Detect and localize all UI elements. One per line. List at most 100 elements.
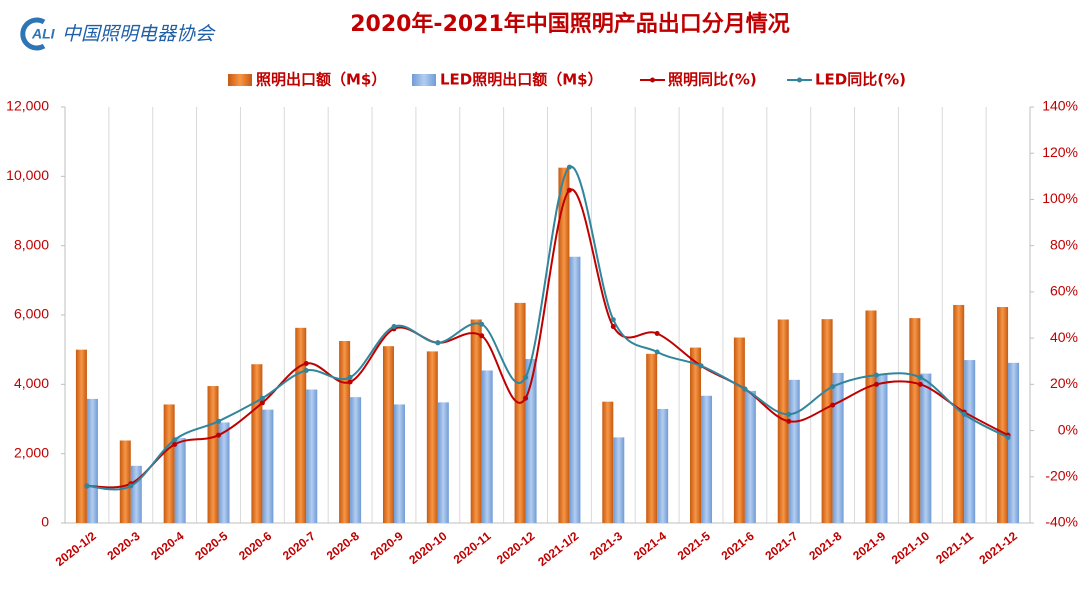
y2-tick-label: 100% xyxy=(1042,190,1078,206)
line-point xyxy=(654,349,660,355)
bar xyxy=(426,351,438,523)
line-point xyxy=(917,381,923,387)
legend-label: LED同比(%) xyxy=(815,71,906,89)
bar xyxy=(1008,362,1020,523)
line-point xyxy=(786,411,792,417)
y-tick-label: 8,000 xyxy=(14,236,49,252)
line-point xyxy=(172,441,178,447)
line-point xyxy=(347,374,353,380)
line-point xyxy=(830,402,836,408)
line-point xyxy=(873,372,879,378)
y-tick-label: 10,000 xyxy=(6,167,49,183)
line-point xyxy=(786,418,792,424)
line-point xyxy=(303,361,309,367)
x-tick-label: 2020-8 xyxy=(324,529,362,563)
bar xyxy=(75,349,87,523)
line-point xyxy=(830,384,836,390)
bar xyxy=(295,327,307,523)
chart-title: 2020年-2021年中国照明产品出口分月情况 xyxy=(350,11,790,37)
bar xyxy=(514,302,526,523)
y2-tick-label: 80% xyxy=(1050,236,1078,252)
bar xyxy=(207,386,219,523)
x-tick-label: 2020-9 xyxy=(368,529,406,563)
bar xyxy=(251,364,263,523)
bar xyxy=(350,397,362,523)
line-point xyxy=(742,386,748,392)
legend-swatch xyxy=(412,74,436,86)
line-point xyxy=(961,411,967,417)
bar xyxy=(788,379,800,523)
y2-tick-label: 140% xyxy=(1042,98,1078,114)
line xyxy=(86,188,1009,489)
bar xyxy=(470,319,482,523)
bar xyxy=(86,398,98,523)
x-tick-label: 2021-6 xyxy=(719,529,757,563)
bar xyxy=(909,318,921,523)
bar xyxy=(218,422,230,523)
bar xyxy=(701,395,713,523)
x-tick-label: 2020-3 xyxy=(105,529,143,563)
bar xyxy=(569,256,581,523)
line-point xyxy=(610,324,616,330)
bar xyxy=(997,307,1009,523)
x-tick-label: 2021-10 xyxy=(889,529,933,567)
x-tick-label: 2021-9 xyxy=(850,529,888,563)
x-tick-label: 2021-3 xyxy=(587,529,625,563)
line-point xyxy=(479,333,485,339)
x-tick-label: 2020-6 xyxy=(236,529,274,563)
bar xyxy=(481,370,493,523)
x-tick-label: 2020-11 xyxy=(451,529,494,567)
line-point xyxy=(523,395,529,401)
x-tick-label: 2021-12 xyxy=(977,529,1021,567)
y-tick-label: 2,000 xyxy=(14,444,49,460)
line-point xyxy=(566,164,572,170)
line-point xyxy=(347,379,353,385)
line xyxy=(86,166,1009,491)
line-point xyxy=(391,324,397,330)
bar xyxy=(657,408,669,523)
line-point xyxy=(523,374,529,380)
bar xyxy=(174,438,186,523)
y-tick-label: 0 xyxy=(41,514,49,530)
x-tick-label: 2021-4 xyxy=(631,529,669,563)
line-point xyxy=(610,317,616,323)
bar xyxy=(876,374,888,523)
bar xyxy=(865,310,877,523)
bar xyxy=(646,353,658,523)
bar xyxy=(953,304,965,523)
x-tick-label: 2021-8 xyxy=(806,529,844,563)
x-tick-label: 2020-5 xyxy=(192,529,230,563)
line-point xyxy=(917,374,923,380)
logo-c xyxy=(20,17,46,51)
y2-tick-label: 120% xyxy=(1042,144,1078,160)
bar xyxy=(690,347,702,523)
bar xyxy=(832,372,844,523)
bar xyxy=(393,404,405,523)
x-tick-label: 2020-7 xyxy=(280,529,318,563)
bar xyxy=(339,341,351,523)
y-tick-label: 4,000 xyxy=(14,375,49,391)
bar xyxy=(964,360,976,523)
y2-tick-label: 40% xyxy=(1050,329,1078,345)
line-point xyxy=(216,432,222,438)
x-tick-label: 2020-1/2 xyxy=(53,529,99,569)
y2-tick-label: 20% xyxy=(1050,375,1078,391)
line-point xyxy=(1005,434,1011,440)
line-point xyxy=(216,418,222,424)
line-point xyxy=(303,367,309,373)
y2-tick-label: -40% xyxy=(1045,514,1078,530)
x-tick-label: 2020-12 xyxy=(494,529,538,567)
legend-marker xyxy=(650,77,655,83)
legend-swatch xyxy=(228,74,252,86)
bar xyxy=(130,465,142,523)
x-tick-label: 2021-11 xyxy=(933,529,976,567)
logo-name: 中国照明电器协会 xyxy=(62,23,216,45)
logo: ALI 中国照明电器协会 xyxy=(20,17,216,51)
line-point xyxy=(259,395,265,401)
x-tick-label: 2021-1/2 xyxy=(535,529,581,569)
bar xyxy=(525,359,537,523)
bar xyxy=(262,409,274,523)
legend-marker xyxy=(797,77,802,83)
x-tick-label: 2020-10 xyxy=(406,529,450,567)
bar xyxy=(602,401,614,523)
